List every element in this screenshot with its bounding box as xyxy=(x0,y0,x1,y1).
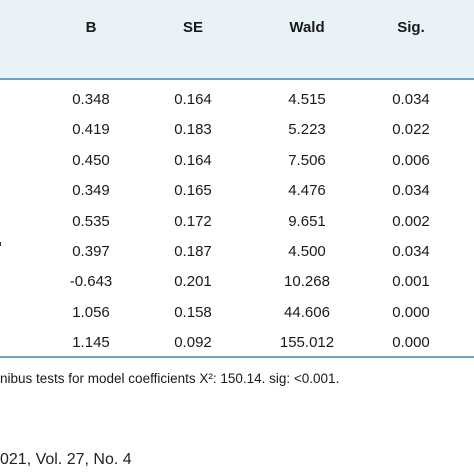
cell-se: 0.201 xyxy=(174,273,212,291)
column-header-sig: Sig. xyxy=(397,19,425,36)
cell-sig: 0.000 xyxy=(392,334,430,352)
cell-wald: 10.268 xyxy=(284,273,330,291)
cell-sig: 0.006 xyxy=(392,151,430,169)
journal-citation: 021, Vol. 27, No. 4 xyxy=(0,451,132,468)
cell-sig: 0.034 xyxy=(392,91,430,108)
cell-sig: 0.034 xyxy=(392,182,430,200)
cell-b: 0.397 xyxy=(72,243,110,260)
cell-wald: 4.500 xyxy=(288,243,326,260)
cell-sig: 0.000 xyxy=(392,303,430,321)
cell-se: 0.158 xyxy=(174,303,212,321)
cell-b: 0.349 xyxy=(72,182,110,200)
column-header-se: SE xyxy=(182,19,203,36)
table-bottom-rule xyxy=(0,356,474,358)
table-footnote: nibus tests for model coefficients X²: 1… xyxy=(0,371,340,386)
cell-b: -0.643 xyxy=(69,273,113,291)
cell-b: 1.145 xyxy=(72,334,110,352)
cell-se: 0.183 xyxy=(174,121,212,139)
cell-b: 0.348 xyxy=(72,91,110,108)
row-marker xyxy=(0,242,1,246)
cell-wald: 155.012 xyxy=(279,334,335,352)
table-header-band xyxy=(0,0,474,78)
cell-b: 1.056 xyxy=(72,303,110,321)
cell-sig: 0.001 xyxy=(392,273,430,291)
cell-wald: 5.223 xyxy=(288,121,326,139)
cell-sig: 0.022 xyxy=(392,121,430,139)
column-header-b: B xyxy=(85,19,97,36)
cell-se: 0.164 xyxy=(174,151,212,169)
table-top-rule xyxy=(0,78,474,80)
cell-sig: 0.034 xyxy=(392,243,430,260)
cell-se: 0.172 xyxy=(174,212,212,230)
cell-se: 0.165 xyxy=(174,182,212,200)
column-header-wald: Wald xyxy=(289,19,325,36)
cell-b: 0.450 xyxy=(72,151,110,169)
cell-wald: 7.506 xyxy=(288,151,326,169)
cell-wald: 4.476 xyxy=(288,182,326,200)
cell-sig: 0.002 xyxy=(392,212,430,230)
cell-se: 0.092 xyxy=(174,334,212,352)
cell-wald: 44.606 xyxy=(284,303,330,321)
cell-se: 0.164 xyxy=(174,91,212,108)
cell-se: 0.187 xyxy=(174,243,212,260)
cell-b: 0.419 xyxy=(72,121,110,139)
cell-wald: 9.651 xyxy=(288,212,326,230)
cell-wald: 4.515 xyxy=(288,91,326,108)
cell-b: 0.535 xyxy=(72,212,110,230)
